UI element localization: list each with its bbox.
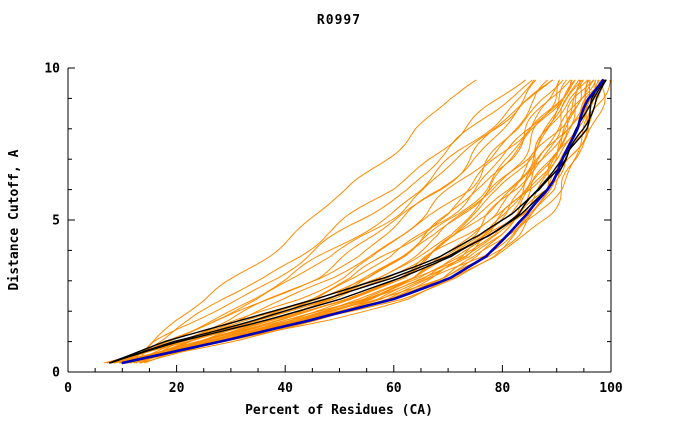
x-tick-label: 40 (277, 381, 293, 396)
y-tick-label: 0 (52, 366, 60, 381)
model-curve (140, 79, 548, 364)
model-curve (133, 79, 600, 364)
y-tick-label: 5 (52, 214, 60, 229)
model-curve (121, 79, 599, 364)
model-curve (127, 79, 571, 364)
model-curve (126, 79, 477, 364)
x-tick-label: 100 (599, 381, 623, 396)
x-tick-label: 60 (386, 381, 402, 396)
model-curve (111, 79, 580, 364)
model-curve (130, 79, 553, 364)
model-curve (122, 79, 553, 364)
model-curve (126, 79, 584, 364)
reference-curve (109, 79, 605, 364)
model-curve (121, 79, 588, 364)
model-curve (121, 79, 589, 364)
model-curve (118, 79, 594, 364)
model-curve (103, 79, 573, 364)
model-curve (119, 79, 526, 364)
series-lines (103, 78, 611, 365)
x-axis-label: Percent of Residues (CA) (245, 403, 433, 418)
x-tick-label: 80 (495, 381, 511, 396)
model-curve (124, 79, 606, 364)
model-curve (113, 79, 560, 364)
model-curve (123, 79, 594, 364)
y-axis-label: Distance Cutoff, A (7, 149, 22, 290)
model-curve (140, 79, 582, 364)
x-tick-label: 0 (64, 381, 72, 396)
chart-title: R0997 (317, 13, 361, 28)
model-curve (112, 79, 537, 364)
reference-curve (109, 79, 607, 364)
model-curve (139, 79, 576, 364)
model-curve (136, 79, 533, 364)
model-curve (125, 79, 604, 364)
x-tick-label: 20 (169, 381, 185, 396)
axes: 0 20 40 60 80 100 0 5 10 (44, 62, 623, 397)
y-tick-label: 10 (44, 62, 60, 77)
highlight-curve (121, 78, 605, 365)
model-curve (120, 79, 583, 364)
model-curve (126, 79, 572, 364)
model-curve (120, 79, 535, 364)
